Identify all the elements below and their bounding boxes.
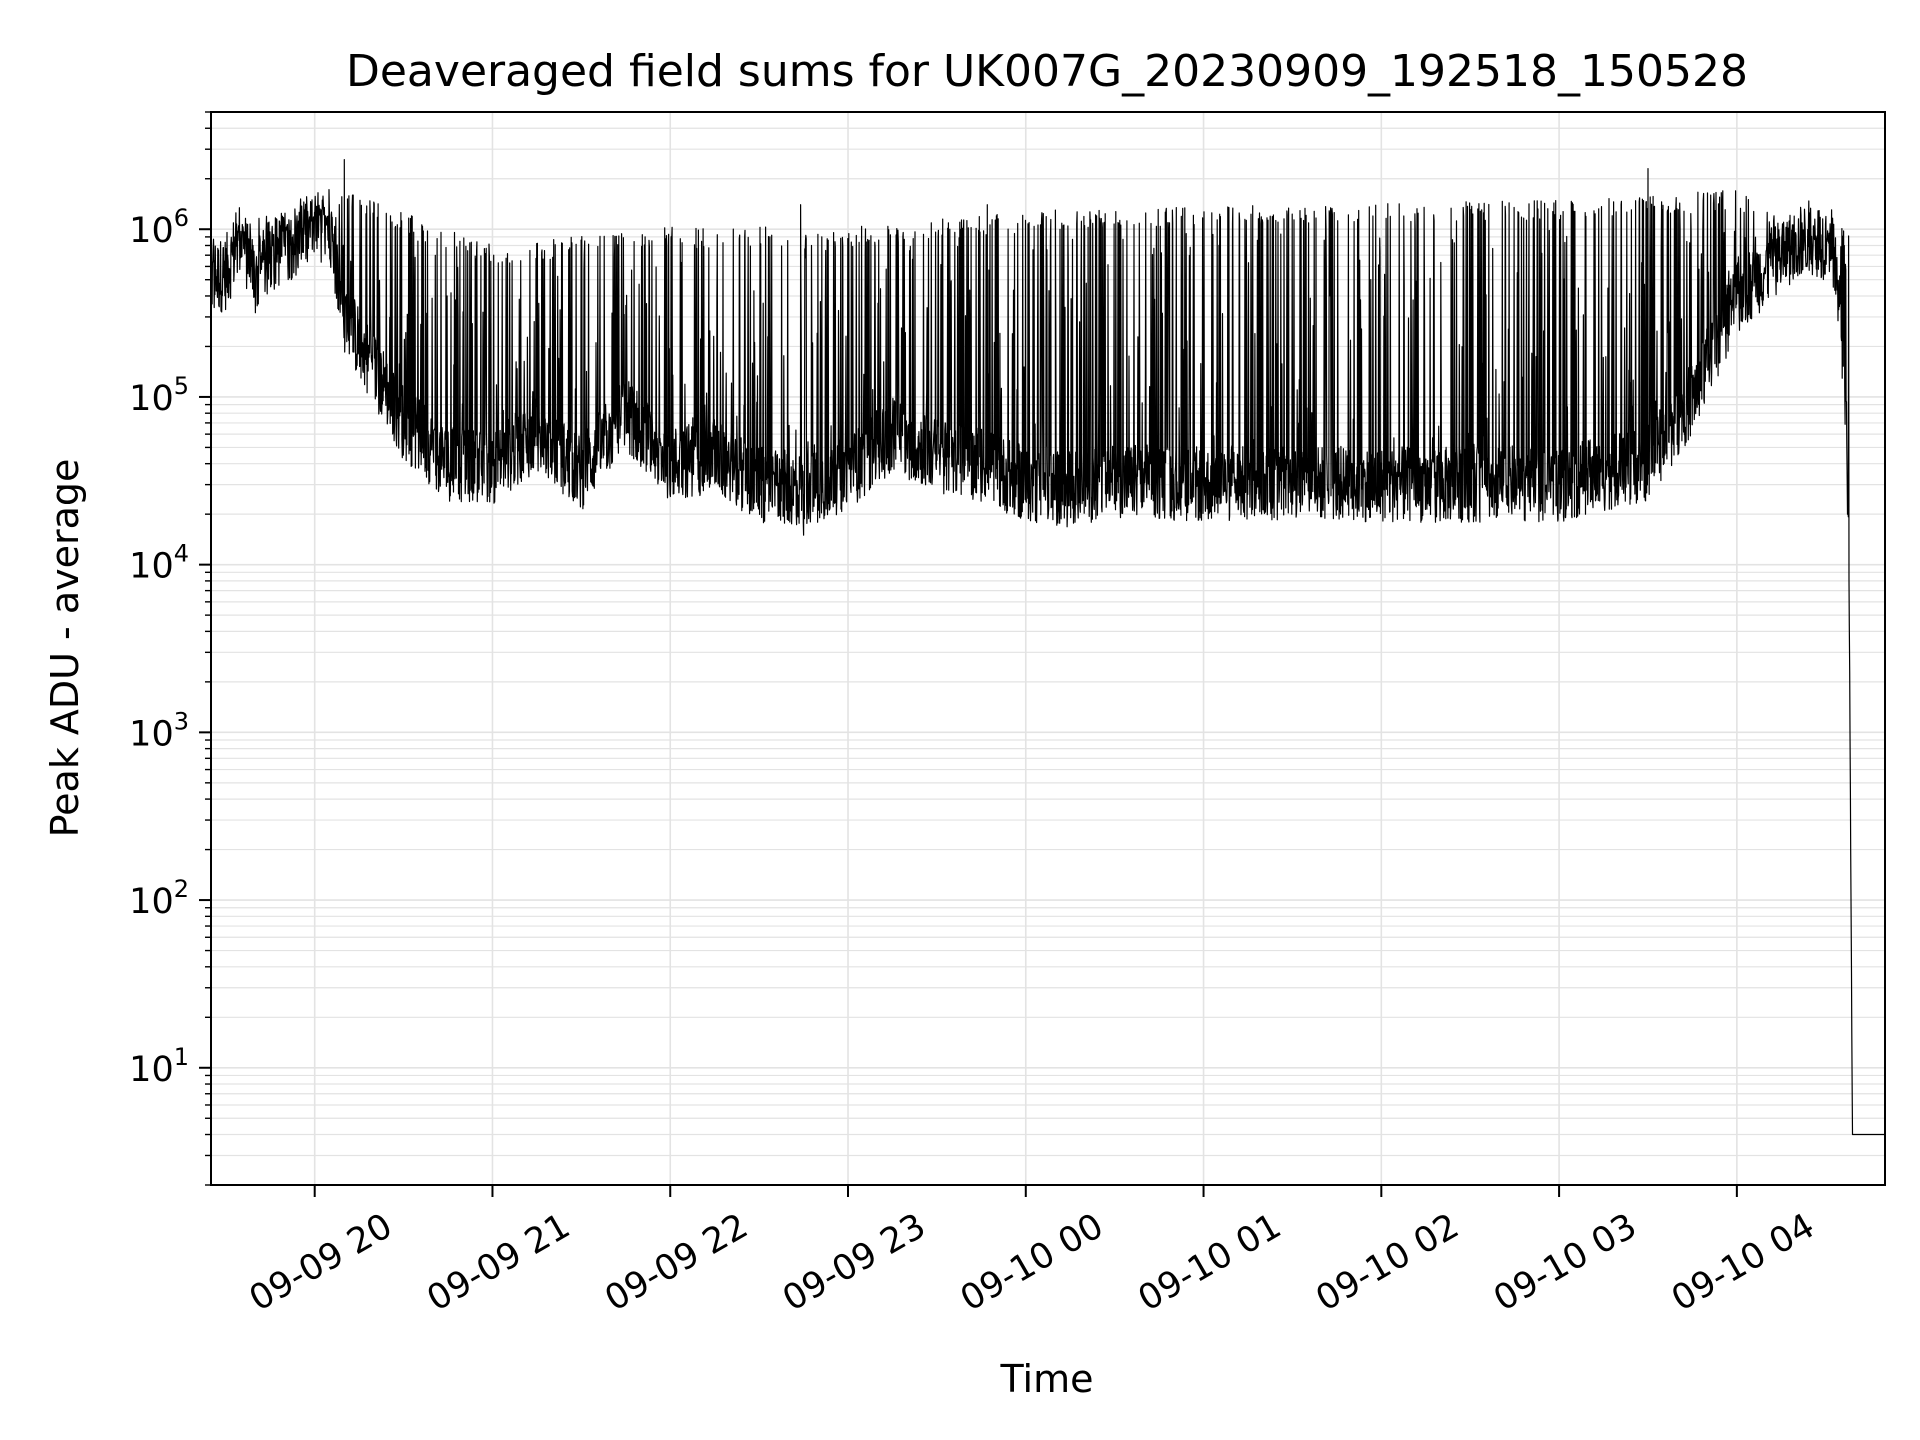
y-tick-label: 104 bbox=[129, 540, 189, 587]
plot-frame bbox=[210, 111, 1886, 1186]
x-axis-label: Time bbox=[1000, 1357, 1094, 1401]
y-tick-label: 105 bbox=[129, 372, 189, 419]
y-tick-label: 101 bbox=[129, 1043, 189, 1090]
chart-title: Deaveraged field sums for UK007G_2023090… bbox=[346, 46, 1748, 97]
y-tick-label: 106 bbox=[129, 204, 189, 251]
y-axis-label: Peak ADU - average bbox=[43, 459, 87, 838]
series-line bbox=[211, 159, 1885, 1136]
y-tick-label: 103 bbox=[129, 707, 189, 754]
y-axis: 101 102 103 104 105 106 bbox=[129, 111, 211, 1186]
y-tick-label: 102 bbox=[129, 875, 189, 922]
